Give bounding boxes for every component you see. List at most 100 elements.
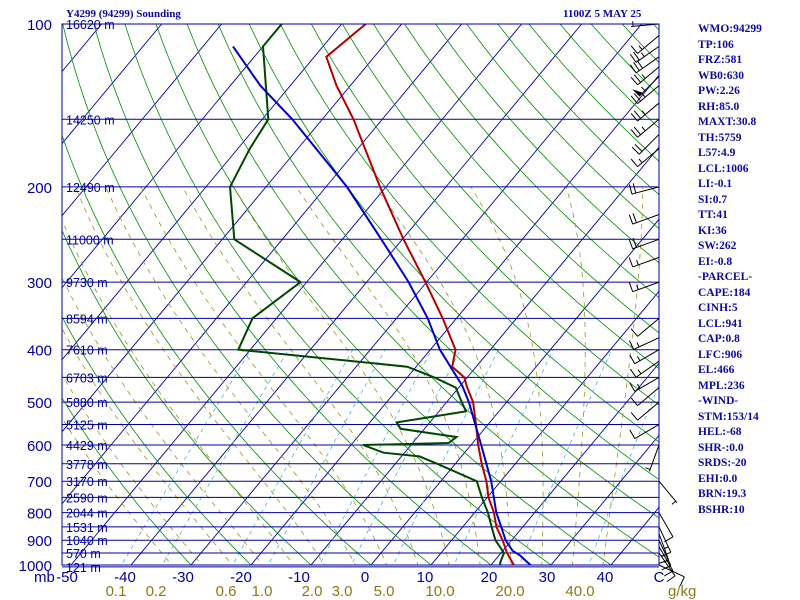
wind-barb-flag (628, 257, 634, 268)
index-item: SW:262 (698, 240, 737, 252)
wind-barb-flag (628, 282, 634, 292)
index-item: FRZ:581 (698, 54, 743, 66)
height-label: 16620 m (66, 18, 115, 32)
wind-barb-flag (629, 368, 637, 378)
pressure-tick-label: 600 (27, 438, 52, 455)
height-label: 2044 m (66, 507, 108, 521)
mixing-ratio-tick-label: 10.0 (425, 583, 454, 600)
wind-barb-flag (628, 214, 634, 225)
index-item: EL:466 (698, 364, 735, 376)
wind-barb-flag (630, 95, 638, 104)
trace-layer (228, 24, 532, 565)
wind-barb-staff (634, 349, 660, 365)
height-label: 121 m (66, 561, 101, 575)
wind-barb-staff (658, 526, 672, 553)
height-label: 9730 m (66, 276, 108, 290)
wind-barb-flag (633, 126, 641, 136)
wind-barb (658, 480, 678, 505)
wind-barb (630, 401, 660, 421)
temperature-tick-label: 0 (361, 569, 369, 586)
sounding-time: 1100Z 5 MAY 25 (563, 8, 642, 20)
wind-barb (630, 85, 660, 105)
wind-barb-staff (637, 387, 660, 406)
wind-barb-staff (658, 546, 674, 572)
height-label: 1040 m (66, 534, 108, 548)
wind-barb-half-flag (636, 284, 639, 290)
dry-adiabat (186, 24, 659, 558)
pressure-tick-label: 1000 (19, 558, 52, 575)
index-item: CINH:5 (698, 302, 738, 314)
wind-barb-staff (658, 480, 678, 503)
temperature-tick-label: -40 (114, 569, 136, 586)
dry-adiabat (342, 24, 659, 370)
wind-barb-staff (633, 337, 660, 350)
index-item: STM:153/14 (698, 410, 759, 423)
wind-barb-flag (630, 412, 638, 421)
pressure-tick-label: 300 (27, 275, 52, 292)
height-label: 7610 m (66, 344, 108, 358)
wind-barb-half-flag (640, 86, 646, 91)
wind-barb-layer (628, 21, 685, 587)
index-item: WB0:630 (698, 69, 744, 82)
wind-barb-flag (628, 239, 634, 250)
wind-barb (658, 526, 672, 557)
temperature-tick-label: -20 (230, 569, 252, 586)
height-label: 14250 m (66, 113, 115, 127)
wind-barb-staff (637, 35, 660, 54)
wind-barb-flag (630, 328, 638, 337)
moist-adiabat (565, 186, 586, 565)
moist-adiabat (232, 186, 450, 565)
wind-barb-half-flag (671, 500, 677, 505)
wind-barb-half-flag (637, 356, 641, 361)
moist-adiabat (470, 186, 544, 565)
wind-barb (629, 45, 660, 63)
mixing-ratio-tick-label: 2.0 (302, 583, 323, 600)
wind-barb-staff (632, 256, 660, 268)
wind-barb (629, 424, 660, 439)
dry-adiabat (124, 24, 552, 565)
wind-barb-staff (632, 281, 660, 293)
wind-barb-staff (635, 360, 660, 378)
index-item: MAXT:30.8 (698, 116, 757, 128)
mixing-ratio-tick-label: 3.0 (332, 583, 353, 600)
height-label: 2590 m (66, 491, 108, 505)
moist-adiabat (140, 186, 388, 565)
temperature-tick-label: -30 (172, 569, 194, 586)
wind-barb-half-flag (640, 52, 645, 58)
mixing-ratio-line (319, 349, 433, 565)
wind-barb-flag (630, 158, 638, 167)
index-item: RH:85.0 (698, 100, 740, 113)
dry-adiabat (93, 24, 492, 565)
wind-barb (628, 237, 660, 250)
wind-barb-half-flag (636, 260, 639, 266)
index-item: -WIND- (698, 395, 739, 407)
mixing-ratio-tick-label: 0.2 (146, 583, 167, 600)
wind-barb-flag (631, 146, 640, 155)
index-item: SHR-:0.0 (698, 441, 744, 454)
wind-barb (628, 337, 660, 350)
wind-barb-flag (632, 237, 637, 248)
moist-adiabat (105, 186, 356, 565)
moist-adiabat (182, 186, 419, 565)
wind-barb-staff (632, 238, 660, 250)
parcel-trace (232, 45, 532, 565)
wind-barb (632, 76, 660, 97)
wind-barb-flag (630, 76, 638, 86)
wind-barb-staff (658, 512, 674, 538)
wind-barb-flag (633, 51, 640, 61)
height-label: 8594 m (66, 312, 108, 326)
moist-adiabat (62, 374, 203, 565)
temperature-tick-label: -10 (288, 569, 310, 586)
height-label: 5125 m (66, 419, 108, 433)
wind-barb-half-flag (641, 74, 646, 79)
wind-barb (628, 256, 660, 268)
mixing-ratio-line (392, 349, 499, 565)
mixing-ratio-tick-label: 0.6 (216, 583, 237, 600)
wind-barb (628, 213, 660, 225)
wind-barb-half-flag (636, 342, 640, 348)
wind-barb-staff (637, 85, 660, 105)
moist-adiabat (62, 327, 233, 565)
dry-adiabat (373, 24, 659, 334)
wind-barb-flag (628, 340, 635, 350)
